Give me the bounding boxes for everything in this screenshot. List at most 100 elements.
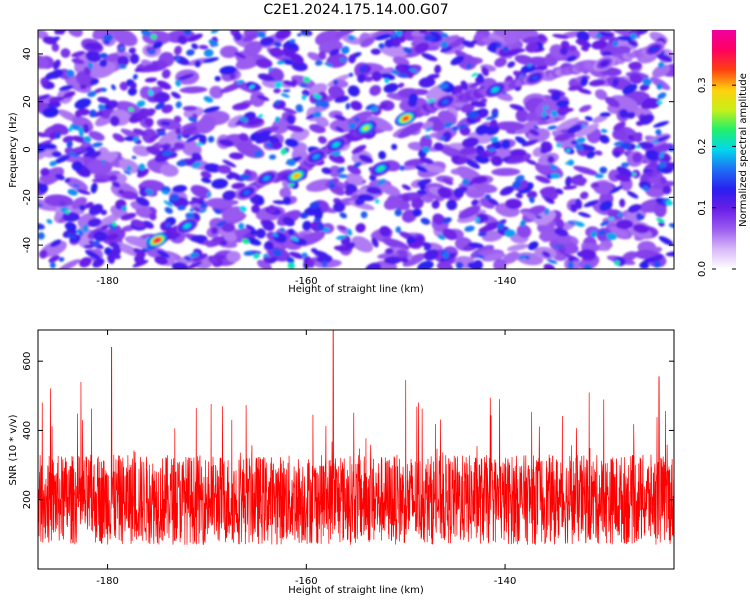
- heatmap-cell: [540, 147, 549, 154]
- heatmap-cell: [314, 209, 323, 221]
- heatmap-cell: [534, 210, 556, 226]
- heatmap-cell: [92, 240, 100, 246]
- heatmap-cell: [85, 249, 101, 260]
- heatmap-cell: [92, 258, 105, 268]
- heatmap-cell: [579, 191, 589, 200]
- heatmap-cell: [177, 35, 188, 45]
- heatmap-cell: [100, 224, 110, 231]
- heatmap-cell: [584, 116, 593, 122]
- heatmap-cell: [210, 30, 219, 34]
- heatmap-cell: [46, 218, 53, 224]
- heatmap-cell: [468, 242, 484, 249]
- heatmap-cell: [481, 252, 506, 262]
- heatmap-cell: [347, 110, 373, 126]
- heatmap-cell: [196, 142, 203, 146]
- heatmap-cell: [79, 204, 86, 211]
- heatmap-cell: [66, 140, 73, 149]
- heatmap-cell: [38, 143, 47, 154]
- heatmap-cell: [403, 194, 410, 201]
- heatmap-cell: [616, 35, 635, 41]
- heatmap-cell: [555, 188, 564, 195]
- heatmap-cell: [370, 106, 379, 112]
- heatmap-cell: [59, 200, 66, 206]
- heatmap-cell: [136, 100, 146, 108]
- heatmap-cell: [270, 142, 283, 150]
- heatmap-cell: [541, 251, 551, 258]
- heatmap-cell: [416, 189, 427, 195]
- ridge-peak: [442, 99, 449, 104]
- heatmap-cell: [436, 261, 453, 269]
- heatmap-cell: [477, 232, 487, 237]
- heatmap-cell: [583, 263, 592, 269]
- heatmap-cell: [161, 104, 174, 114]
- heatmap-cell: [425, 127, 433, 132]
- heatmap-cell: [524, 255, 531, 260]
- heatmap-cell: [629, 73, 643, 84]
- heatmap-cell: [615, 219, 634, 230]
- heatmap-cell: [117, 189, 125, 195]
- heatmap-cell: [318, 50, 327, 60]
- heatmap-cell: [218, 138, 234, 147]
- heatmap-cell: [606, 232, 618, 241]
- heatmap-cell: [38, 198, 57, 212]
- heatmap-cell: [335, 126, 345, 133]
- heatmap-cell: [645, 149, 660, 162]
- heatmap-cell: [309, 201, 320, 209]
- heatmap-cell: [491, 167, 521, 177]
- heatmap-cell: [409, 68, 419, 73]
- heatmap-cell: [489, 119, 498, 128]
- heatmap-cell: [392, 56, 410, 67]
- heatmap-cell: [432, 213, 445, 225]
- heatmap-cell: [48, 255, 60, 263]
- heatmap-cell: [145, 146, 162, 156]
- heatmap-cell: [130, 82, 137, 90]
- heatmap-cell: [59, 85, 74, 91]
- heatmap-cell: [296, 107, 304, 113]
- heatmap-cell: [455, 261, 464, 269]
- heatmap-cell: [534, 65, 548, 72]
- heatmap-cell: [111, 246, 122, 256]
- heatmap-cell: [351, 236, 374, 253]
- colorbar-tick-label: 0.0: [697, 261, 708, 277]
- heatmap-cell: [49, 160, 57, 167]
- heatmap-cell: [374, 198, 380, 204]
- heatmap-cell: [262, 219, 275, 231]
- heatmap-cell: [276, 60, 286, 65]
- heatmap-cell: [424, 164, 446, 173]
- heatmap-cell: [264, 241, 274, 250]
- heatmap-cell: [228, 171, 245, 182]
- heatmap-cell: [201, 177, 212, 184]
- heatmap-cell: [439, 146, 468, 160]
- heatmap-cell: [91, 142, 103, 148]
- heatmap-cell: [200, 170, 212, 179]
- heatmap-cell: [71, 51, 86, 58]
- heatmap-cell: [580, 76, 589, 87]
- heatmap-cell: [574, 143, 584, 151]
- heatmap-panel: -180 -160 -140 -40 -20 0 20 40 Height of strai…: [8, 29, 675, 295]
- heatmap-cell: [502, 46, 509, 53]
- heatmap-cell: [471, 176, 488, 184]
- heatmap-cell: [376, 178, 387, 186]
- heatmap-cell: [302, 76, 311, 83]
- heatmap-cell: [481, 66, 489, 77]
- heatmap-cell: [595, 32, 602, 39]
- heatmap-cell: [38, 132, 47, 138]
- heatmap-cell: [196, 116, 217, 134]
- heatmap-cell: [497, 222, 505, 230]
- heatmap-cell: [82, 123, 90, 134]
- heatmap-cell: [526, 190, 538, 199]
- heatmap-cell: [609, 226, 629, 238]
- heatmap-cell: [87, 218, 102, 228]
- heatmap-cell: [191, 43, 199, 50]
- ridge-peak: [243, 190, 250, 195]
- snr-frame: [37, 329, 675, 570]
- heatmap-cell: [350, 100, 363, 111]
- colorbar-tick-label: 0.2: [697, 138, 708, 154]
- heatmap-cell: [649, 160, 657, 168]
- heatmap-cell: [378, 151, 387, 160]
- heatmap-cell: [600, 220, 610, 227]
- heatmap-cell: [544, 208, 550, 215]
- heatmap-cell: [268, 154, 277, 160]
- heatmap-cell: [459, 146, 478, 155]
- heatmap-cell: [653, 121, 670, 128]
